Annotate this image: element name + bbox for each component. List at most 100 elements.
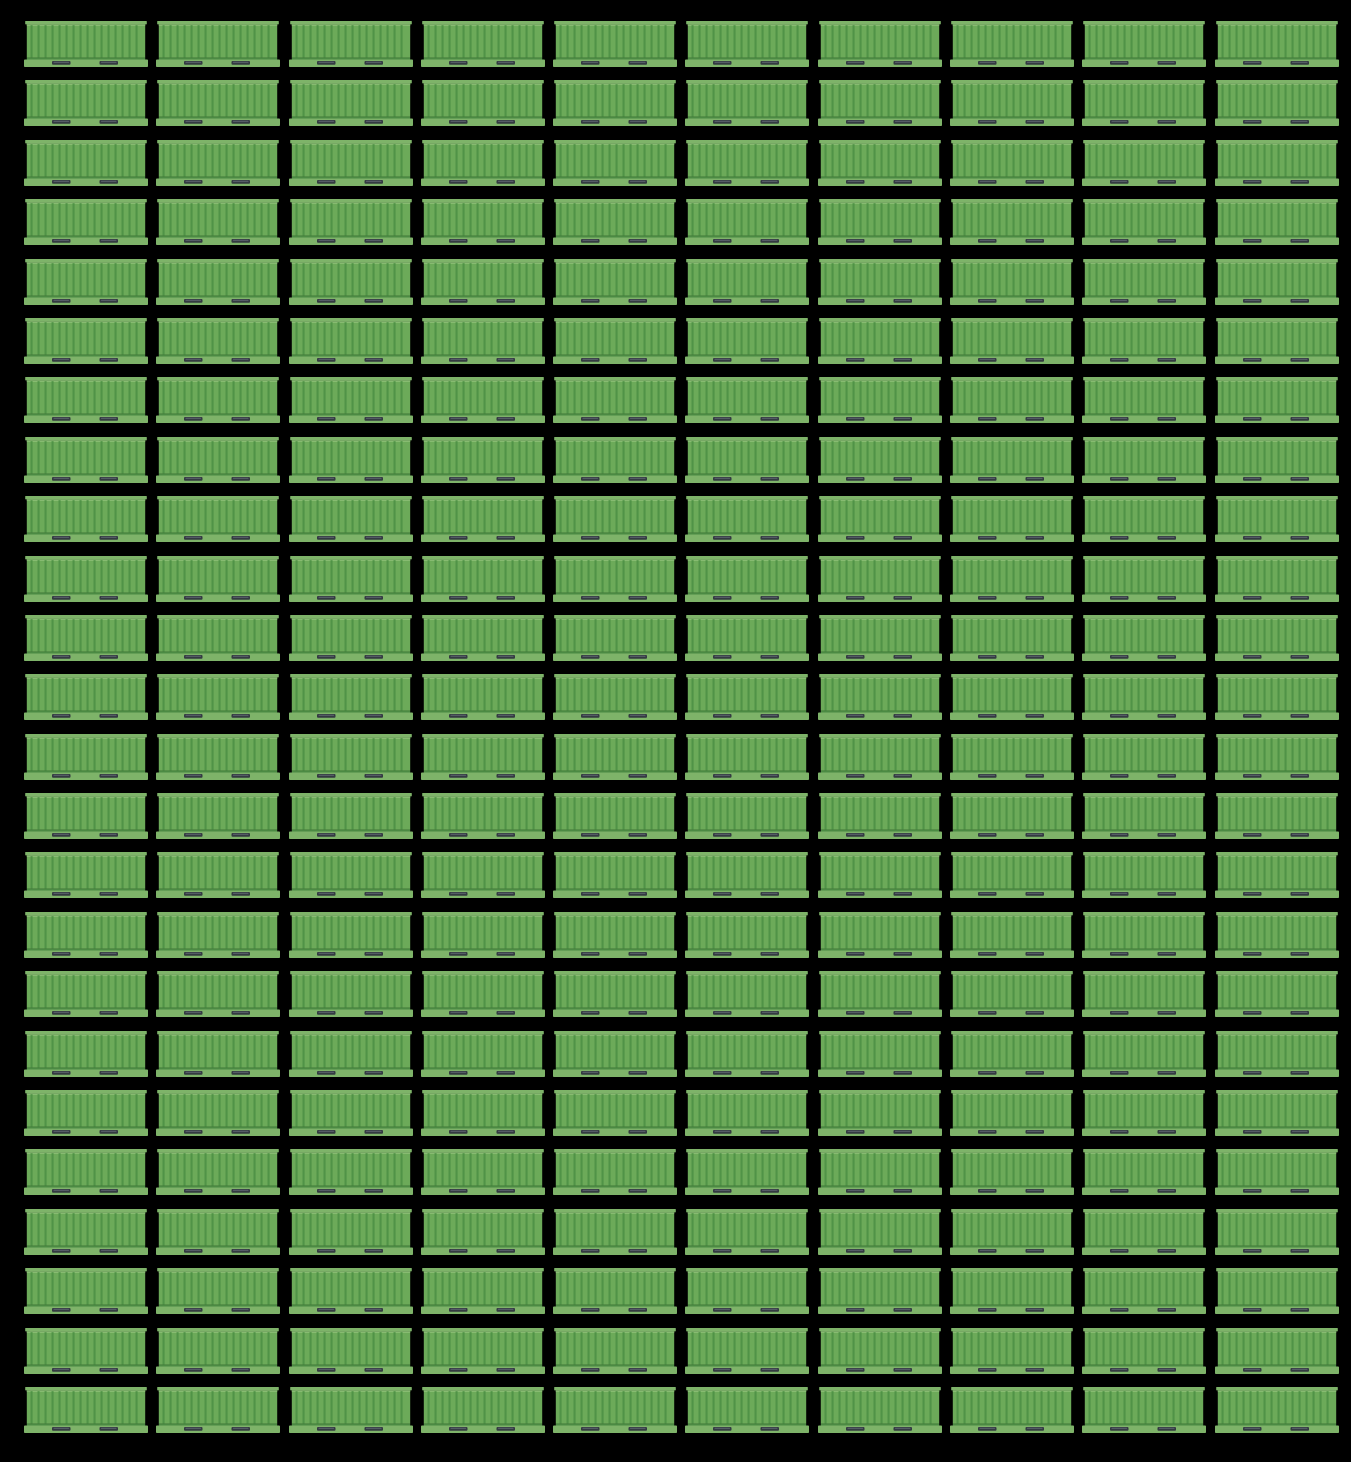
shipping-container-icon (288, 793, 413, 840)
shipping-container-icon (1214, 377, 1339, 424)
shipping-container-icon (553, 21, 678, 67)
shipping-container-icon (685, 436, 810, 483)
shipping-container-icon (420, 1208, 545, 1255)
shipping-container-icon (553, 80, 678, 127)
shipping-container-icon (156, 1327, 281, 1374)
shipping-container-icon (24, 199, 148, 246)
shipping-container-icon (685, 971, 810, 1018)
shipping-container-icon (817, 1386, 942, 1433)
shipping-container-icon (420, 496, 545, 543)
shipping-container-icon (288, 21, 413, 67)
shipping-container-icon (553, 377, 678, 424)
shipping-container-icon (24, 496, 148, 543)
shipping-container-icon (24, 21, 148, 67)
shipping-container-icon (950, 733, 1075, 780)
shipping-container-icon (685, 317, 810, 364)
shipping-container-icon (685, 1149, 810, 1196)
shipping-container-icon (288, 852, 413, 899)
shipping-container-icon (685, 733, 810, 780)
shipping-container-icon (1214, 1268, 1339, 1315)
shipping-container-icon (156, 733, 281, 780)
shipping-container-icon (24, 733, 148, 780)
shipping-container-icon (288, 377, 413, 424)
shipping-container-icon (685, 377, 810, 424)
shipping-container-icon (420, 258, 545, 305)
shipping-container-icon (950, 1030, 1075, 1077)
shipping-container-icon (420, 1386, 545, 1433)
shipping-container-icon (156, 971, 281, 1018)
shipping-container-icon (950, 911, 1075, 958)
shipping-container-icon (553, 971, 678, 1018)
shipping-container-icon (24, 1030, 148, 1077)
shipping-container-icon (950, 80, 1075, 127)
shipping-container-icon (817, 199, 942, 246)
shipping-container-icon (156, 258, 281, 305)
shipping-container-icon (1082, 1386, 1207, 1433)
shipping-container-icon (420, 793, 545, 840)
shipping-container-icon (1082, 614, 1207, 661)
shipping-container-icon (817, 1149, 942, 1196)
shipping-container-icon (553, 911, 678, 958)
shipping-container-icon (420, 733, 545, 780)
shipping-container-icon (156, 1208, 281, 1255)
shipping-container-icon (288, 1030, 413, 1077)
shipping-container-icon (156, 674, 281, 721)
shipping-container-icon (24, 614, 148, 661)
shipping-container-icon (1214, 793, 1339, 840)
shipping-container-icon (420, 80, 545, 127)
shipping-container-icon (950, 258, 1075, 305)
shipping-container-icon (156, 555, 281, 602)
shipping-container-icon (685, 258, 810, 305)
shipping-container-icon (1214, 21, 1339, 67)
shipping-container-icon (420, 1090, 545, 1137)
shipping-container-icon (288, 1327, 413, 1374)
shipping-container-icon (817, 258, 942, 305)
shipping-container-icon (1082, 436, 1207, 483)
shipping-container-icon (1082, 1090, 1207, 1137)
shipping-container-icon (817, 733, 942, 780)
shipping-container-icon (685, 674, 810, 721)
shipping-container-icon (685, 1030, 810, 1077)
shipping-container-icon (24, 258, 148, 305)
shipping-container-icon (420, 377, 545, 424)
shipping-container-icon (156, 377, 281, 424)
shipping-container-icon (420, 674, 545, 721)
shipping-container-icon (1082, 733, 1207, 780)
shipping-container-icon (1082, 1149, 1207, 1196)
shipping-container-icon (553, 139, 678, 186)
shipping-container-icon (156, 80, 281, 127)
shipping-container-icon (685, 852, 810, 899)
shipping-container-icon (817, 21, 942, 67)
shipping-container-icon (156, 852, 281, 899)
shipping-container-icon (24, 852, 148, 899)
shipping-container-icon (950, 21, 1075, 67)
shipping-container-icon (24, 436, 148, 483)
shipping-container-icon (288, 139, 413, 186)
shipping-container-icon (24, 139, 148, 186)
shipping-container-icon (1082, 1208, 1207, 1255)
shipping-container-icon (1214, 1208, 1339, 1255)
shipping-container-icon (817, 80, 942, 127)
shipping-container-icon (156, 793, 281, 840)
shipping-container-icon (288, 674, 413, 721)
shipping-container-icon (1214, 139, 1339, 186)
shipping-container-icon (685, 911, 810, 958)
shipping-container-icon (288, 971, 413, 1018)
shipping-container-icon (156, 1149, 281, 1196)
shipping-container-icon (1214, 1030, 1339, 1077)
shipping-container-icon (817, 1208, 942, 1255)
shipping-container-icon (1082, 971, 1207, 1018)
shipping-container-icon (950, 436, 1075, 483)
shipping-container-icon (685, 1327, 810, 1374)
shipping-container-icon (685, 1208, 810, 1255)
shipping-container-icon (24, 1208, 148, 1255)
shipping-container-icon (420, 555, 545, 602)
shipping-container-icon (1082, 199, 1207, 246)
shipping-container-icon (685, 1386, 810, 1433)
shipping-container-icon (817, 852, 942, 899)
shipping-container-icon (553, 258, 678, 305)
shipping-container-icon (553, 1149, 678, 1196)
shipping-container-icon (685, 793, 810, 840)
shipping-container-icon (1082, 139, 1207, 186)
shipping-container-icon (1082, 674, 1207, 721)
